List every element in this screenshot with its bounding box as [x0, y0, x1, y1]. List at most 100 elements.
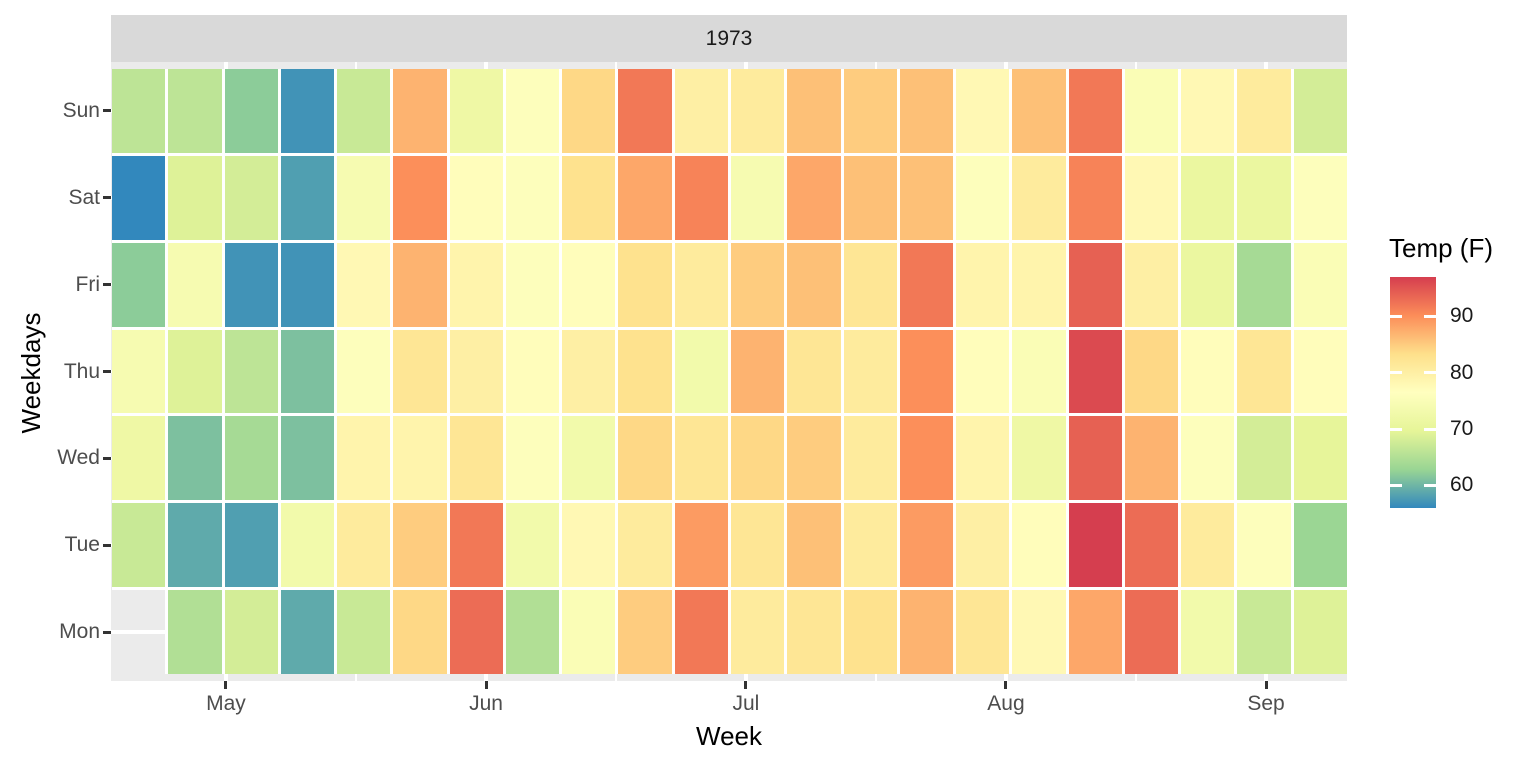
- y-axis-label: Mon: [59, 620, 100, 644]
- x-tick-mark: [1264, 681, 1268, 689]
- x-tick-mark: [484, 681, 488, 689]
- heatmap-tile: [1181, 416, 1235, 501]
- heatmap-tile: [731, 503, 785, 588]
- legend-tick-left: [1390, 314, 1402, 318]
- heatmap-tile: [674, 590, 728, 674]
- heatmap-tile: [449, 242, 503, 327]
- heatmap-tile: [449, 155, 503, 240]
- heatmap-tile: [280, 503, 335, 588]
- heatmap-tile: [1124, 242, 1179, 327]
- x-axis-label: May: [206, 692, 246, 715]
- legend-tick-right: [1424, 483, 1436, 487]
- heatmap-tile: [562, 503, 616, 588]
- heatmap-tile: [1012, 69, 1066, 153]
- heatmap-tile: [449, 503, 503, 588]
- heatmap-tile: [1293, 242, 1347, 327]
- heatmap-tile: [1293, 590, 1347, 674]
- y-tick-mark: [103, 370, 111, 373]
- heatmap-tile: [224, 69, 278, 153]
- legend-tick-left: [1390, 427, 1402, 431]
- heatmap-tile: [393, 69, 447, 153]
- heatmap-tile: [505, 590, 560, 674]
- heatmap-tile: [674, 69, 728, 153]
- heatmap-tile: [731, 155, 785, 240]
- heatmap-tile: [899, 329, 954, 414]
- heatmap-tile: [618, 416, 672, 501]
- heatmap-tile: [562, 590, 616, 674]
- heatmap-tile: [393, 242, 447, 327]
- heatmap-tile: [674, 329, 728, 414]
- heatmap-tile: [618, 503, 672, 588]
- heatmap-tile: [956, 69, 1010, 153]
- y-axis-label: Thu: [63, 359, 100, 383]
- heatmap-tile: [1012, 503, 1066, 588]
- heatmap-tile: [280, 329, 335, 414]
- heatmap-tile: [168, 329, 222, 414]
- heatmap-tile: [337, 590, 391, 674]
- heatmap-tile: [956, 590, 1010, 674]
- heatmap-tile: [505, 416, 560, 501]
- heatmap-tile: [899, 155, 954, 240]
- legend-tick-right: [1424, 427, 1436, 431]
- heatmap-tile: [956, 416, 1010, 501]
- heatmap-tile: [112, 155, 166, 240]
- heatmap-tile: [337, 69, 391, 153]
- heatmap-tile: [843, 242, 897, 327]
- heatmap-tile: [1237, 155, 1291, 240]
- heatmap-tile-missing: [112, 590, 166, 674]
- heatmap-tile: [787, 69, 841, 153]
- heatmap-tile: [787, 416, 841, 501]
- heatmap-tile: [280, 416, 335, 501]
- heatmap-tile: [393, 503, 447, 588]
- heatmap-tile: [393, 416, 447, 501]
- heatmap-tile: [618, 590, 672, 674]
- heatmap-tile: [1068, 242, 1122, 327]
- x-axis-label: Sep: [1247, 692, 1285, 715]
- heatmap-tile: [843, 503, 897, 588]
- heatmap-tile: [1181, 155, 1235, 240]
- y-tick-mark: [103, 109, 111, 113]
- x-tick-mark: [1004, 681, 1008, 689]
- heatmap-tile: [956, 155, 1010, 240]
- heatmap-tile: [731, 329, 785, 414]
- heatmap-tile: [1012, 155, 1066, 240]
- heatmap-tile: [337, 242, 391, 327]
- y-axis-title: Weekdays: [16, 312, 46, 434]
- x-axis-label: Aug: [987, 692, 1025, 715]
- heatmap-tile: [1068, 503, 1122, 588]
- heatmap-tile: [731, 590, 785, 674]
- heatmap-tile: [899, 69, 954, 153]
- legend-tick-label: 80: [1450, 360, 1474, 384]
- heatmap-tile: [112, 242, 166, 327]
- heatmap-tile: [1068, 155, 1122, 240]
- heatmap-tile: [112, 329, 166, 414]
- heatmap-tile: [449, 329, 503, 414]
- legend-tick-right: [1424, 314, 1436, 318]
- heatmap-tile: [505, 69, 560, 153]
- heatmap-tile: [1237, 329, 1291, 414]
- heatmap-tile: [1293, 155, 1347, 240]
- heatmap-tile: [393, 590, 447, 674]
- heatmap-tile: [899, 503, 954, 588]
- heatmap-tile: [505, 242, 560, 327]
- facet-strip: 1973: [111, 15, 1347, 62]
- legend-colorbar: [1390, 277, 1436, 508]
- heatmap-tile: [112, 69, 166, 153]
- heatmap-tile: [1068, 590, 1122, 674]
- heatmap-tile: [280, 590, 335, 674]
- heatmap-tile: [337, 329, 391, 414]
- heatmap-tile: [1237, 590, 1291, 674]
- heatmap-tile: [956, 503, 1010, 588]
- heatmap-tile: [280, 242, 335, 327]
- heatmap-tile: [1293, 69, 1347, 153]
- heatmap-tile: [1012, 242, 1066, 327]
- heatmap-tile-grid: [112, 69, 1347, 674]
- heatmap-tile: [224, 416, 278, 501]
- heatmap-tile: [1237, 242, 1291, 327]
- heatmap-tile: [337, 416, 391, 501]
- y-tick-mark: [103, 196, 111, 200]
- heatmap-tile: [1124, 503, 1179, 588]
- heatmap-tile: [505, 155, 560, 240]
- legend-tick-label: 70: [1450, 417, 1474, 441]
